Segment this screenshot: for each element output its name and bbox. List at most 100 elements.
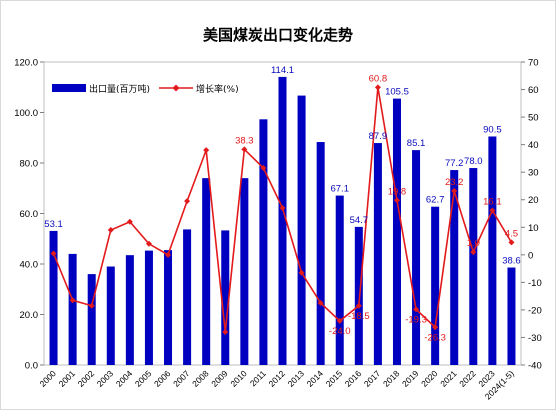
bar-data-label: 38.6 xyxy=(502,256,521,267)
bar-data-label: 114.1 xyxy=(271,65,294,76)
line-point xyxy=(393,197,400,204)
bar xyxy=(240,178,249,365)
line-point xyxy=(336,317,343,324)
line-point xyxy=(126,218,133,225)
bar xyxy=(469,168,478,365)
y-right-tick-label: 30 xyxy=(528,168,539,179)
line-point xyxy=(413,306,420,313)
legend: 出口量(百万吨) 增长率(%) xyxy=(52,83,239,95)
line-data-label: 19.8 xyxy=(388,186,407,197)
y-left-tick-label: 120.0 xyxy=(14,58,38,69)
axes: 0.0 20.0 40.0 60.0 80.0 100.0 120.0 -40 -30 -20 -1… xyxy=(14,58,542,402)
line-data-label: 16.1 xyxy=(483,196,502,207)
bar-data-label: 78.0 xyxy=(464,156,483,167)
line-point xyxy=(374,84,381,91)
y-right-tick-label: 20 xyxy=(528,195,539,206)
y-left-tick-label: 60.0 xyxy=(20,209,39,220)
line-point xyxy=(432,324,439,331)
line-point xyxy=(317,300,324,307)
line-point xyxy=(222,328,229,335)
y-right-tick-label: 70 xyxy=(528,58,539,69)
y-left-tick-label: 0.0 xyxy=(25,361,38,372)
y-right-tick-label: -20 xyxy=(528,305,542,316)
y-right-tick-label: -30 xyxy=(528,333,542,344)
bar-data-label: 87.9 xyxy=(369,131,388,142)
bar xyxy=(450,170,459,365)
y-left-tick-label: 80.0 xyxy=(20,159,39,170)
line-data-label: 60.8 xyxy=(369,73,388,84)
bar xyxy=(259,119,268,365)
line-data-label: 23.2 xyxy=(445,177,464,188)
legend-bar-label: 出口量(百万吨) xyxy=(89,83,150,95)
line-point xyxy=(489,207,496,214)
y-right-tick-label: 60 xyxy=(528,85,539,96)
bar xyxy=(87,274,96,365)
line-point xyxy=(508,239,515,246)
bar-data-label: 62.7 xyxy=(426,195,445,206)
bar xyxy=(49,230,58,365)
y-left-tick-label: 20.0 xyxy=(20,310,39,321)
line-point xyxy=(184,198,191,205)
line-point xyxy=(298,269,305,276)
legend-line-marker xyxy=(172,84,180,92)
y-left-tick-label: 100.0 xyxy=(14,108,38,119)
bar xyxy=(507,267,516,365)
chart-title: 美国煤炭出口变化走势 xyxy=(203,26,353,44)
bar-data-label: 77.2 xyxy=(445,158,464,169)
line-data-label: 38.3 xyxy=(235,135,254,146)
line-point xyxy=(241,146,248,153)
legend-bar-swatch xyxy=(52,84,86,92)
data-labels: 53.1 114.1 67.1 54.7 87.9 105.5 85.1 62.7 77.2 78… xyxy=(44,65,520,343)
bar xyxy=(202,178,211,365)
y-right-tick-label: 40 xyxy=(528,140,539,151)
line-point xyxy=(260,165,267,172)
line-point xyxy=(470,249,477,256)
bar-series xyxy=(49,76,516,366)
line-data-label: -18.5 xyxy=(348,311,370,322)
bar-data-label: 67.1 xyxy=(330,184,349,195)
bar xyxy=(106,266,115,365)
bar-data-label: 54.7 xyxy=(350,215,369,226)
bar xyxy=(335,195,344,365)
bar xyxy=(183,229,192,365)
bar xyxy=(412,150,421,365)
bar-data-label: 105.5 xyxy=(385,87,409,98)
y-right-tick-label: 50 xyxy=(528,113,539,124)
y-right-tick-label: 0 xyxy=(528,250,533,261)
line-point xyxy=(50,250,57,257)
bar xyxy=(488,136,497,365)
line-point xyxy=(355,302,362,309)
bar xyxy=(392,98,401,366)
line-point xyxy=(107,227,114,234)
line-data-label: 1.0 xyxy=(467,238,480,249)
line-data-label: -26.3 xyxy=(424,332,446,343)
bar-data-label: 53.1 xyxy=(44,219,63,230)
bar xyxy=(431,206,440,365)
line-point xyxy=(165,251,172,258)
bar xyxy=(125,255,134,365)
bar xyxy=(373,143,382,365)
line-data-label: -19.3 xyxy=(405,314,427,325)
line-point xyxy=(279,204,286,211)
bar xyxy=(221,230,230,365)
y-right-tick-label: -40 xyxy=(528,361,542,372)
bar xyxy=(354,226,363,365)
line-series xyxy=(50,84,515,335)
legend-line-label: 增长率(%) xyxy=(196,83,239,95)
line-point xyxy=(69,297,76,304)
bar xyxy=(68,253,77,365)
line-data-label: 4.5 xyxy=(505,228,518,239)
bar-data-label: 85.1 xyxy=(407,138,426,149)
bar-data-label: 90.5 xyxy=(483,124,502,135)
line-point xyxy=(203,147,210,154)
y-right-tick-label: 10 xyxy=(528,223,539,234)
y-left-tick-label: 40.0 xyxy=(20,260,39,271)
line-point xyxy=(145,240,152,247)
y-right-tick-label: -10 xyxy=(528,278,542,289)
bar xyxy=(144,250,153,365)
line-data-label: -24.0 xyxy=(329,326,351,337)
line-point xyxy=(451,187,458,194)
bar xyxy=(164,250,173,365)
